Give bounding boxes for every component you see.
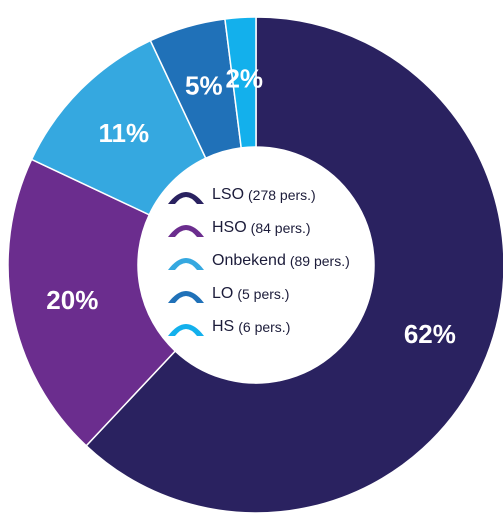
legend-label: HSO: [212, 218, 247, 236]
legend: LSO (278 pers.) HSO (84 pers.) Onbekend …: [166, 178, 366, 343]
legend-label: LO: [212, 284, 234, 302]
slice-label-lso: 62%: [404, 319, 456, 349]
legend-item-hs: HS (6 pers.): [166, 310, 366, 343]
legend-item-lo: LO (5 pers.): [166, 277, 366, 310]
legend-count: (84 pers.): [250, 219, 311, 236]
donut-slice-lso: [85, 16, 503, 514]
legend-label: HS: [212, 317, 235, 335]
legend-item-onbekend: Onbekend (89 pers.): [166, 244, 366, 277]
legend-item-hso: HSO (84 pers.): [166, 211, 366, 244]
legend-label: LSO: [212, 185, 245, 203]
donut-slice-hso: [7, 158, 177, 447]
legend-item-lso: LSO (278 pers.): [166, 178, 366, 211]
legend-swatch-lo: [168, 290, 204, 303]
legend-count: (6 pers.): [238, 318, 291, 335]
legend-count: (278 pers.): [248, 186, 316, 203]
slice-label-onbekend: 11%: [98, 118, 149, 148]
legend-swatch-hso: [168, 224, 204, 237]
slice-label-hso: 20%: [46, 285, 98, 315]
legend-count: (5 pers.): [237, 285, 290, 302]
slice-label-hs: 2%: [225, 63, 263, 93]
legend-swatch-onbekend: [168, 257, 204, 270]
legend-swatch-lso: [168, 191, 204, 204]
legend-label: Onbekend: [212, 251, 286, 269]
slice-label-lo: 5%: [185, 70, 223, 100]
legend-count: (89 pers.): [289, 252, 350, 269]
donut-slice-hs: [224, 16, 257, 149]
legend-swatch-hs: [168, 323, 204, 336]
